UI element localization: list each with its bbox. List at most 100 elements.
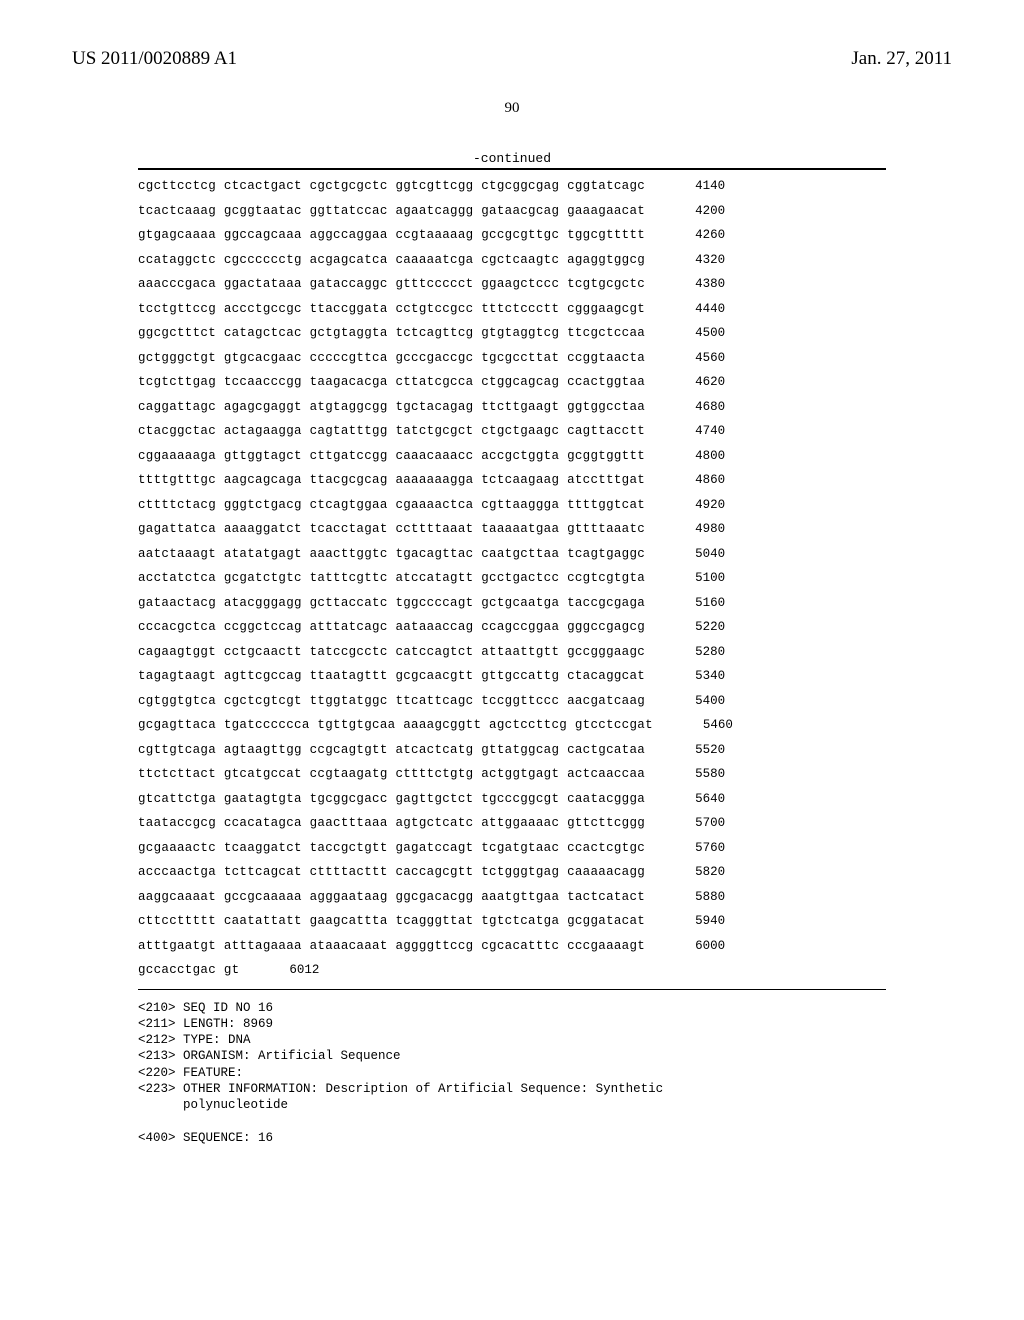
meta-line: <210> SEQ ID NO 16 <box>138 1001 273 1015</box>
sequence-position: 4800 <box>675 450 725 463</box>
sequence-row: gagattatca aaaaggatct tcacctagat cctttta… <box>138 523 886 536</box>
meta-line: <400> SEQUENCE: 16 <box>138 1131 273 1145</box>
sequence-listing: cgcttcctcg ctcactgact cgctgcgctc ggtcgtt… <box>0 170 1024 977</box>
sequence-position: 5520 <box>675 744 725 757</box>
sequence-row: cgttgtcaga agtaagttgg ccgcagtgtt atcactc… <box>138 744 886 757</box>
sequence-bases: cgttgtcaga agtaagttgg ccgcagtgtt atcactc… <box>138 744 645 757</box>
meta-line: <220> FEATURE: <box>138 1066 243 1080</box>
sequence-row: taataccgcg ccacatagca gaactttaaa agtgctc… <box>138 817 886 830</box>
sequence-row: tcactcaaag gcggtaatac ggttatccac agaatca… <box>138 205 886 218</box>
meta-line: <211> LENGTH: 8969 <box>138 1017 273 1031</box>
sequence-position: 6000 <box>675 940 725 953</box>
sequence-position: 5640 <box>675 793 725 806</box>
sequence-position: 5880 <box>675 891 725 904</box>
sequence-row: gtcattctga gaatagtgta tgcggcgacc gagttgc… <box>138 793 886 806</box>
sequence-position: 4860 <box>675 474 725 487</box>
sequence-row: atttgaatgt atttagaaaa ataaacaaat aggggtt… <box>138 940 886 953</box>
sequence-bases: cggaaaaaga gttggtagct cttgatccgg caaacaa… <box>138 450 645 463</box>
sequence-position: 5940 <box>675 915 725 928</box>
meta-line: <223> OTHER INFORMATION: Description of … <box>138 1082 663 1096</box>
sequence-bases: cttttctacg gggtctgacg ctcagtggaa cgaaaac… <box>138 499 645 512</box>
sequence-row: cgtggtgtca cgctcgtcgt ttggtatggc ttcattc… <box>138 695 886 708</box>
sequence-row: ttttgtttgc aagcagcaga ttacgcgcag aaaaaaa… <box>138 474 886 487</box>
sequence-position: 5400 <box>675 695 725 708</box>
sequence-position: 5040 <box>675 548 725 561</box>
sequence-bases: aaacccgaca ggactataaa gataccaggc gtttccc… <box>138 278 645 291</box>
sequence-position: 5100 <box>675 572 725 585</box>
sequence-position: 5160 <box>675 597 725 610</box>
sequence-row: tagagtaagt agttcgccag ttaatagttt gcgcaac… <box>138 670 886 683</box>
sequence-bases: ttttgtttgc aagcagcaga ttacgcgcag aaaaaaa… <box>138 474 645 487</box>
sequence-row: aaggcaaaat gccgcaaaaa agggaataag ggcgaca… <box>138 891 886 904</box>
sequence-bases: acccaactga tcttcagcat cttttacttt caccagc… <box>138 866 645 879</box>
page-number: 90 <box>0 100 1024 117</box>
sequence-bases: aaggcaaaat gccgcaaaaa agggaataag ggcgaca… <box>138 891 645 904</box>
sequence-row: cttccttttt caatattatt gaagcattta tcagggt… <box>138 915 886 928</box>
sequence-position: 4500 <box>675 327 725 340</box>
sequence-row: acccaactga tcttcagcat cttttacttt caccagc… <box>138 866 886 879</box>
sequence-bases: acctatctca gcgatctgtc tatttcgttc atccata… <box>138 572 645 585</box>
sequence-row: tcctgttccg accctgccgc ttaccggata cctgtcc… <box>138 303 886 316</box>
meta-line: polynucleotide <box>138 1098 288 1112</box>
sequence-metadata: <210> SEQ ID NO 16 <211> LENGTH: 8969 <2… <box>0 990 1024 1146</box>
sequence-row: tcgtcttgag tccaacccgg taagacacga cttatcg… <box>138 376 886 389</box>
publication-date: Jan. 27, 2011 <box>851 48 952 70</box>
continued-label: -continued <box>0 151 1024 166</box>
sequence-bases: tagagtaagt agttcgccag ttaatagttt gcgcaac… <box>138 670 645 683</box>
sequence-bases: tcgtcttgag tccaacccgg taagacacga cttatcg… <box>138 376 645 389</box>
sequence-row: ccataggctc cgcccccctg acgagcatca caaaaat… <box>138 254 886 267</box>
sequence-bases: caggattagc agagcgaggt atgtaggcgg tgctaca… <box>138 401 645 414</box>
sequence-bases: atttgaatgt atttagaaaa ataaacaaat aggggtt… <box>138 940 645 953</box>
sequence-bases: cagaagtggt cctgcaactt tatccgcctc catccag… <box>138 646 645 659</box>
sequence-row: cagaagtggt cctgcaactt tatccgcctc catccag… <box>138 646 886 659</box>
sequence-position: 4680 <box>675 401 725 414</box>
sequence-row: acctatctca gcgatctgtc tatttcgttc atccata… <box>138 572 886 585</box>
sequence-row: gcgaaaactc tcaaggatct taccgctgtt gagatcc… <box>138 842 886 855</box>
sequence-bases: gtcattctga gaatagtgta tgcggcgacc gagttgc… <box>138 793 645 806</box>
sequence-position: 5280 <box>675 646 725 659</box>
sequence-position: 4380 <box>675 278 725 291</box>
sequence-row: gctgggctgt gtgcacgaac cccccgttca gcccgac… <box>138 352 886 365</box>
sequence-position: 4320 <box>675 254 725 267</box>
sequence-position: 5580 <box>675 768 725 781</box>
sequence-row: ctacggctac actagaagga cagtatttgg tatctgc… <box>138 425 886 438</box>
sequence-position: 6012 <box>269 964 319 977</box>
sequence-position: 4140 <box>675 180 725 193</box>
sequence-row: cgcttcctcg ctcactgact cgctgcgctc ggtcgtt… <box>138 180 886 193</box>
sequence-row: aaacccgaca ggactataaa gataccaggc gtttccc… <box>138 278 886 291</box>
sequence-bases: gccacctgac gt <box>138 964 239 977</box>
meta-line: <213> ORGANISM: Artificial Sequence <box>138 1049 401 1063</box>
sequence-row: gataactacg atacgggagg gcttaccatc tggcccc… <box>138 597 886 610</box>
sequence-bases: ccataggctc cgcccccctg acgagcatca caaaaat… <box>138 254 645 267</box>
sequence-bases: gctgggctgt gtgcacgaac cccccgttca gcccgac… <box>138 352 645 365</box>
sequence-position: 5460 <box>683 719 733 732</box>
sequence-bases: cttccttttt caatattatt gaagcattta tcagggt… <box>138 915 645 928</box>
sequence-row: gccacctgac gt 6012 <box>138 964 886 977</box>
publication-number: US 2011/0020889 A1 <box>72 48 237 70</box>
sequence-bases: gagattatca aaaaggatct tcacctagat cctttta… <box>138 523 645 536</box>
sequence-bases: gcgaaaactc tcaaggatct taccgctgtt gagatcc… <box>138 842 645 855</box>
sequence-row: ttctcttact gtcatgccat ccgtaagatg cttttct… <box>138 768 886 781</box>
sequence-bases: taataccgcg ccacatagca gaactttaaa agtgctc… <box>138 817 645 830</box>
sequence-bases: ttctcttact gtcatgccat ccgtaagatg cttttct… <box>138 768 645 781</box>
sequence-position: 5340 <box>675 670 725 683</box>
sequence-position: 4560 <box>675 352 725 365</box>
sequence-bases: gcgagttaca tgatcccccca tgttgtgcaa aaaagc… <box>138 719 653 732</box>
sequence-position: 5820 <box>675 866 725 879</box>
sequence-bases: gataactacg atacgggagg gcttaccatc tggcccc… <box>138 597 645 610</box>
sequence-row: ggcgctttct catagctcac gctgtaggta tctcagt… <box>138 327 886 340</box>
sequence-bases: ctacggctac actagaagga cagtatttgg tatctgc… <box>138 425 645 438</box>
sequence-bases: tcctgttccg accctgccgc ttaccggata cctgtcc… <box>138 303 645 316</box>
page-header: US 2011/0020889 A1 Jan. 27, 2011 <box>0 0 1024 70</box>
sequence-bases: cccacgctca ccggctccag atttatcagc aataaac… <box>138 621 645 634</box>
sequence-bases: tcactcaaag gcggtaatac ggttatccac agaatca… <box>138 205 645 218</box>
sequence-position: 4920 <box>675 499 725 512</box>
sequence-row: gcgagttaca tgatcccccca tgttgtgcaa aaaagc… <box>138 719 886 732</box>
sequence-position: 4620 <box>675 376 725 389</box>
sequence-position: 4260 <box>675 229 725 242</box>
sequence-row: gtgagcaaaa ggccagcaaa aggccaggaa ccgtaaa… <box>138 229 886 242</box>
sequence-bases: cgcttcctcg ctcactgact cgctgcgctc ggtcgtt… <box>138 180 645 193</box>
sequence-row: cttttctacg gggtctgacg ctcagtggaa cgaaaac… <box>138 499 886 512</box>
sequence-position: 4200 <box>675 205 725 218</box>
sequence-position: 4440 <box>675 303 725 316</box>
